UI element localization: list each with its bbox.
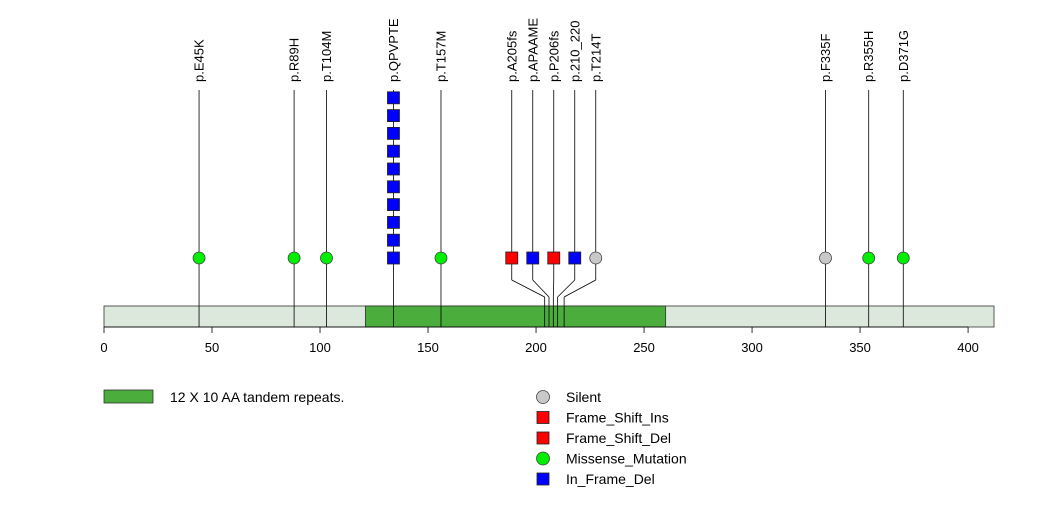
mutation-stems (198, 90, 904, 327)
domain-legend-swatch (103, 389, 154, 404)
mutation-marker-square (387, 127, 400, 140)
mutation-label: p.D371G (896, 30, 911, 82)
mutation-marker-circle (896, 251, 910, 265)
mutation-stem-connector (532, 279, 550, 298)
mutation-stem-connector (511, 279, 545, 298)
legend-marker-square (536, 472, 550, 486)
mutation-marker-square (387, 215, 400, 229)
mutation-marker-square (526, 251, 540, 265)
mutation-marker-circle (320, 251, 333, 265)
x-axis-tick-label: 50 (205, 340, 219, 355)
domain-legend: 12 X 10 AA tandem repeats. (103, 389, 344, 405)
mutation-label: p.T157M (433, 31, 448, 82)
mutation-marker-square (387, 162, 400, 176)
mutation-marker-circle (192, 251, 206, 265)
mutation-marker-square (387, 180, 400, 194)
x-axis-tick-label: 250 (633, 340, 655, 355)
legend-label: In_Frame_Del (566, 471, 655, 487)
mutation-label: p.T104M (319, 31, 334, 82)
mutation-marker-square (387, 233, 400, 247)
domain-region (364, 305, 667, 328)
legend-label: Missense_Mutation (566, 451, 687, 467)
mutation-marker-square (547, 251, 561, 265)
x-axis-tick-label: 400 (957, 340, 979, 355)
mutation-type-legend: Silent Frame_Shift_Ins Frame_Shift_Del Miss… (536, 389, 687, 487)
mutation-label: p.A205fs (504, 30, 519, 82)
mutation-label: p.F335F (818, 34, 833, 82)
mutation-label: p.APAAME (525, 18, 540, 82)
legend-marker-circle (536, 390, 550, 404)
x-axis-tick-label: 350 (849, 340, 871, 355)
mutation-marker-circle (589, 251, 603, 265)
mutation-marker-square (387, 251, 400, 265)
mutation-marker-circle (862, 251, 876, 265)
x-axis-tick-label: 100 (309, 340, 331, 355)
mutation-markers (192, 91, 910, 265)
x-axis-tick-label: 300 (741, 340, 763, 355)
domain-legend-label: 12 X 10 AA tandem repeats. (170, 389, 344, 405)
mutation-stem-connector (563, 279, 596, 298)
legend-marker-square (536, 431, 550, 445)
mutation-label: p.QPVPTE (386, 18, 401, 82)
mutation-marker-circle (819, 251, 832, 265)
legend-label: Frame_Shift_Ins (566, 410, 669, 426)
legend-marker-circle (536, 451, 550, 466)
mutation-labels: p.E45K p.R89H p.T104M p.QPVPTE p.T157M p.A205… (192, 18, 911, 82)
mutation-label: p.R355H (861, 31, 876, 82)
mutation-label: p.210_220 (567, 21, 582, 82)
mutation-marker-square (387, 144, 400, 158)
mutation-marker-square (387, 109, 400, 122)
x-axis-tick-label: 150 (417, 340, 439, 355)
mutation-marker-square (568, 251, 582, 265)
x-axis-tick-label: 0 (100, 340, 107, 355)
mutation-marker-circle (434, 251, 448, 265)
mutation-marker-square (387, 91, 400, 105)
legend-marker-square (536, 411, 550, 424)
x-axis-tick-label: 200 (525, 340, 547, 355)
mutation-label: p.R89H (287, 38, 302, 82)
mutation-marker-circle (287, 251, 301, 265)
mutation-stem-connector (557, 279, 576, 298)
mutation-label: p.E45K (192, 39, 207, 82)
mutation-marker-square (505, 251, 519, 265)
mutation-label: p.T214T (588, 34, 603, 82)
x-axis: 0 50 100 150 200 250 300 350 400 (100, 326, 979, 355)
mutation-label: p.P206fs (546, 30, 561, 82)
legend-label: Frame_Shift_Del (566, 430, 671, 446)
protein-backbone (103, 305, 995, 328)
mutation-marker-square (387, 198, 400, 212)
legend-label: Silent (566, 389, 601, 405)
